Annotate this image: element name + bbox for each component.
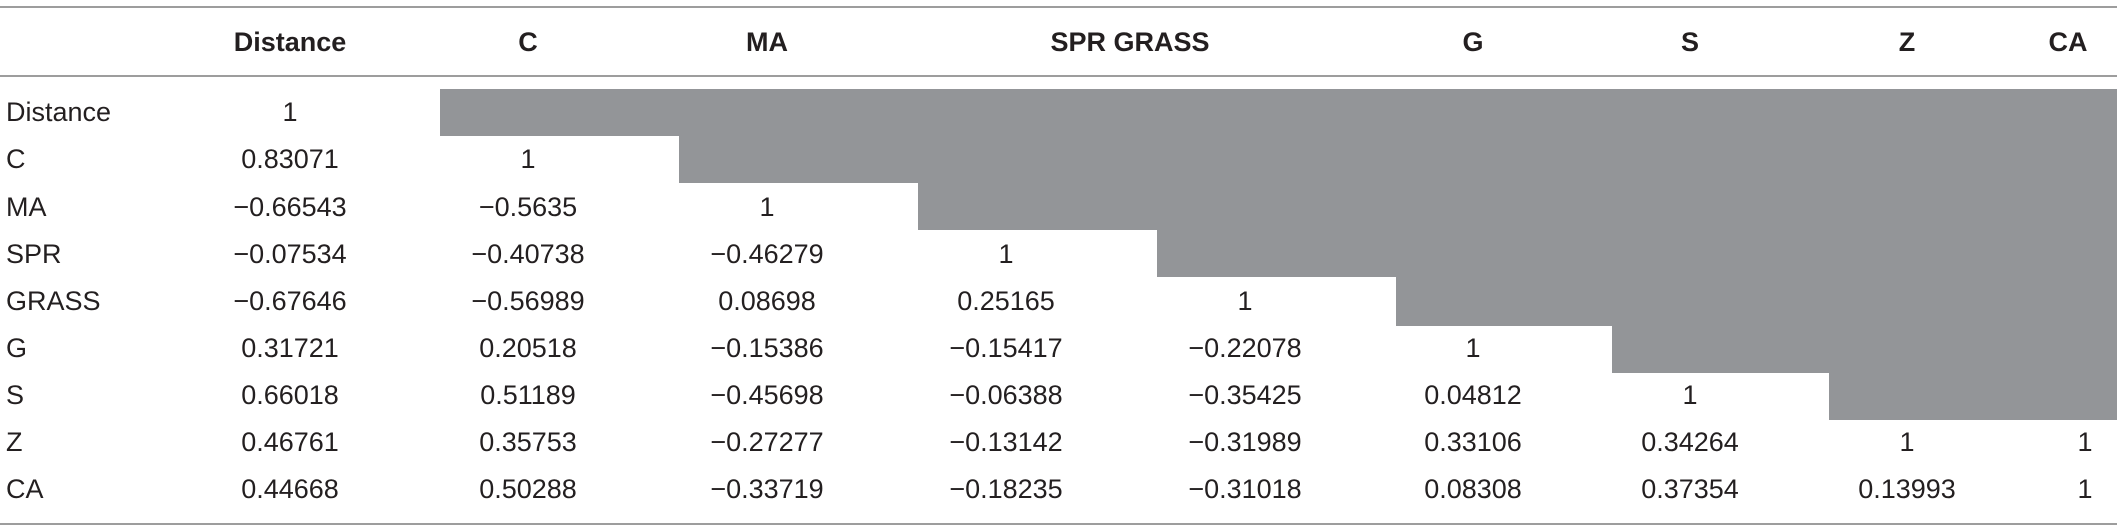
table-cell: 0.33106 [1424, 427, 1522, 457]
table-cell: 0.66018 [241, 380, 339, 410]
column-header-g: G [1462, 27, 1484, 57]
table-cell: 0.51189 [480, 380, 576, 410]
shade-row-c [679, 136, 2117, 183]
column-header-ma: MA [746, 27, 788, 57]
table-cell: −0.56989 [471, 286, 585, 316]
shade-row-g [1612, 326, 2117, 373]
column-header-spr-grass: SPR GRASS [1050, 27, 1210, 57]
table-cell: −0.45698 [710, 380, 824, 410]
table-cell: 0.44668 [241, 474, 339, 504]
table-cell: 1 [282, 97, 298, 127]
row-label-ca: CA [6, 474, 44, 504]
table-cell: −0.35425 [1188, 380, 1302, 410]
table-cell: 0.50288 [479, 474, 577, 504]
row-label-grass: GRASS [6, 286, 101, 316]
row-label-s: S [6, 380, 25, 410]
table-cell: 1 [1682, 380, 1698, 410]
table-cell: 0.34264 [1641, 427, 1739, 457]
table-cell: 1 [1899, 427, 1915, 457]
table-cell: 0.20518 [479, 333, 577, 363]
table-cell: 0.25165 [957, 286, 1055, 316]
table-cell: 0.13993 [1858, 474, 1956, 504]
table-cell: 0.35753 [479, 427, 577, 457]
table-cell: −0.67646 [233, 286, 347, 316]
column-header-ca: CA [2048, 27, 2088, 57]
table-cell: −0.07534 [233, 239, 347, 269]
table-cell: 1 [998, 239, 1014, 269]
table-cell: 1 [1465, 333, 1481, 363]
column-header-distance: Distance [233, 27, 347, 57]
table-cell: −0.18235 [949, 474, 1063, 504]
table-header-rule [0, 75, 2117, 77]
table-cell: −0.31018 [1188, 474, 1302, 504]
table-cell: −0.06388 [949, 380, 1063, 410]
table-cell: −0.13142 [949, 427, 1063, 457]
table-cell: −0.31989 [1188, 427, 1302, 457]
table-cell: 0.31721 [241, 333, 339, 363]
shade-row-distance [440, 89, 2117, 136]
row-label-z: Z [6, 427, 23, 457]
table-cell: −0.40738 [471, 239, 585, 269]
shade-row-s [1829, 373, 2117, 420]
shade-row-ma [918, 183, 2117, 230]
table-cell: 0.46761 [241, 427, 339, 457]
table-cell: −0.22078 [1188, 333, 1302, 363]
table-bottom-rule [0, 523, 2117, 525]
table-cell: −0.66543 [233, 192, 347, 222]
row-label-g: G [6, 333, 28, 363]
table-cell: 1 [2077, 474, 2093, 504]
table-cell: −0.15417 [949, 333, 1063, 363]
table-cell: −0.15386 [710, 333, 824, 363]
row-label-ma: MA [6, 192, 47, 222]
table-cell: 1 [2077, 427, 2093, 457]
table-top-rule [0, 6, 2117, 8]
table-cell: 1 [759, 192, 775, 222]
table-cell: 1 [520, 144, 536, 174]
row-label-distance: Distance [6, 97, 112, 127]
column-header-s: S [1680, 27, 1699, 57]
table-cell: −0.46279 [710, 239, 824, 269]
table-cell: 1 [1237, 286, 1253, 316]
row-label-spr: SPR [6, 239, 62, 269]
table-cell: 0.37354 [1641, 474, 1739, 504]
shade-row-spr [1157, 230, 2117, 277]
row-label-c: C [6, 144, 26, 174]
table-cell: 0.83071 [241, 144, 339, 174]
table-cell: −0.27277 [710, 427, 824, 457]
table-cell: −0.33719 [710, 474, 824, 504]
table-cell: 0.08308 [1424, 474, 1522, 504]
table-cell: 0.08698 [718, 286, 816, 316]
table-cell: −0.5635 [478, 192, 578, 222]
column-header-z: Z [1898, 27, 1916, 57]
column-header-c: C [518, 27, 538, 57]
shade-row-grass [1396, 277, 2117, 326]
table-cell: 0.04812 [1424, 380, 1522, 410]
